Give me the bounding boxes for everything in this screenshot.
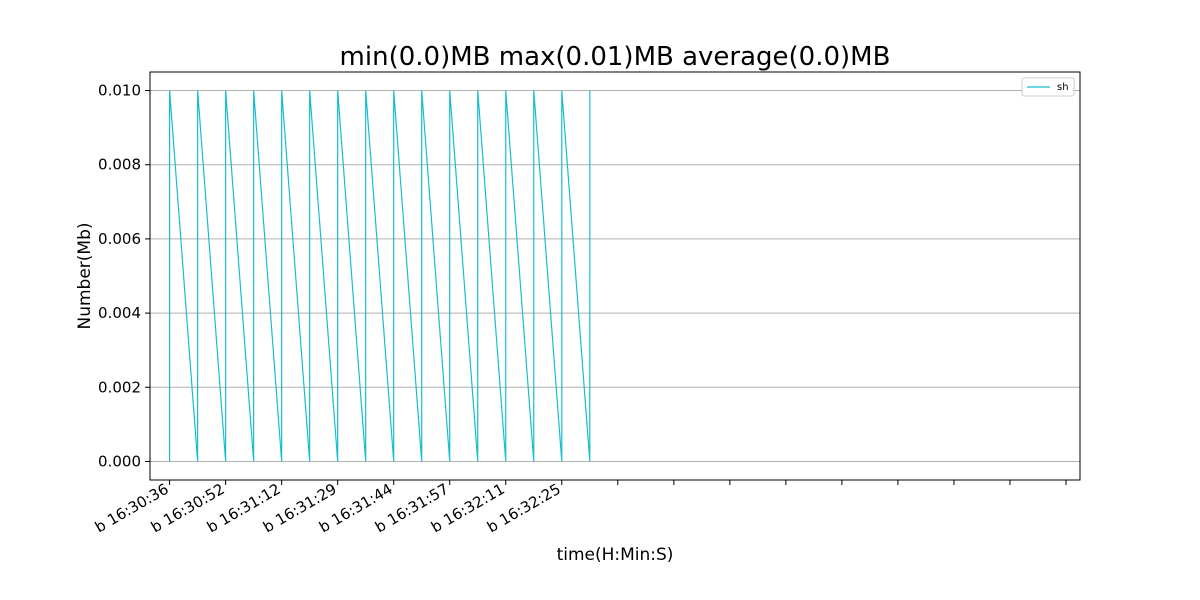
y-tick-label: 0.000 [98,452,141,470]
x-axis-label: time(H:Min:S) [557,545,674,565]
y-axis-label: Number(Mb) [75,222,95,329]
grid-lines [150,90,1080,462]
y-tick-label: 0.002 [98,378,141,396]
series-layer [169,90,591,462]
legend-entry-sh: sh [1057,82,1069,93]
chart-title: min(0.0)MB max(0.01)MB average(0.0)MB [340,42,891,72]
y-tick-label: 0.008 [98,156,141,174]
y-tick-label: 0.006 [98,230,141,248]
x-axis: b 16:30:36b 16:30:52b 16:31:12b 16:31:29… [92,480,1067,536]
series-line-sh [169,90,591,462]
plot-frame [149,71,1081,481]
y-tick-label: 0.010 [98,82,141,100]
y-axis: 0.000 0.002 0.004 0.006 0.008 0.010 [98,82,150,470]
y-tick-label: 0.004 [98,304,141,322]
legend: sh [1021,77,1075,97]
